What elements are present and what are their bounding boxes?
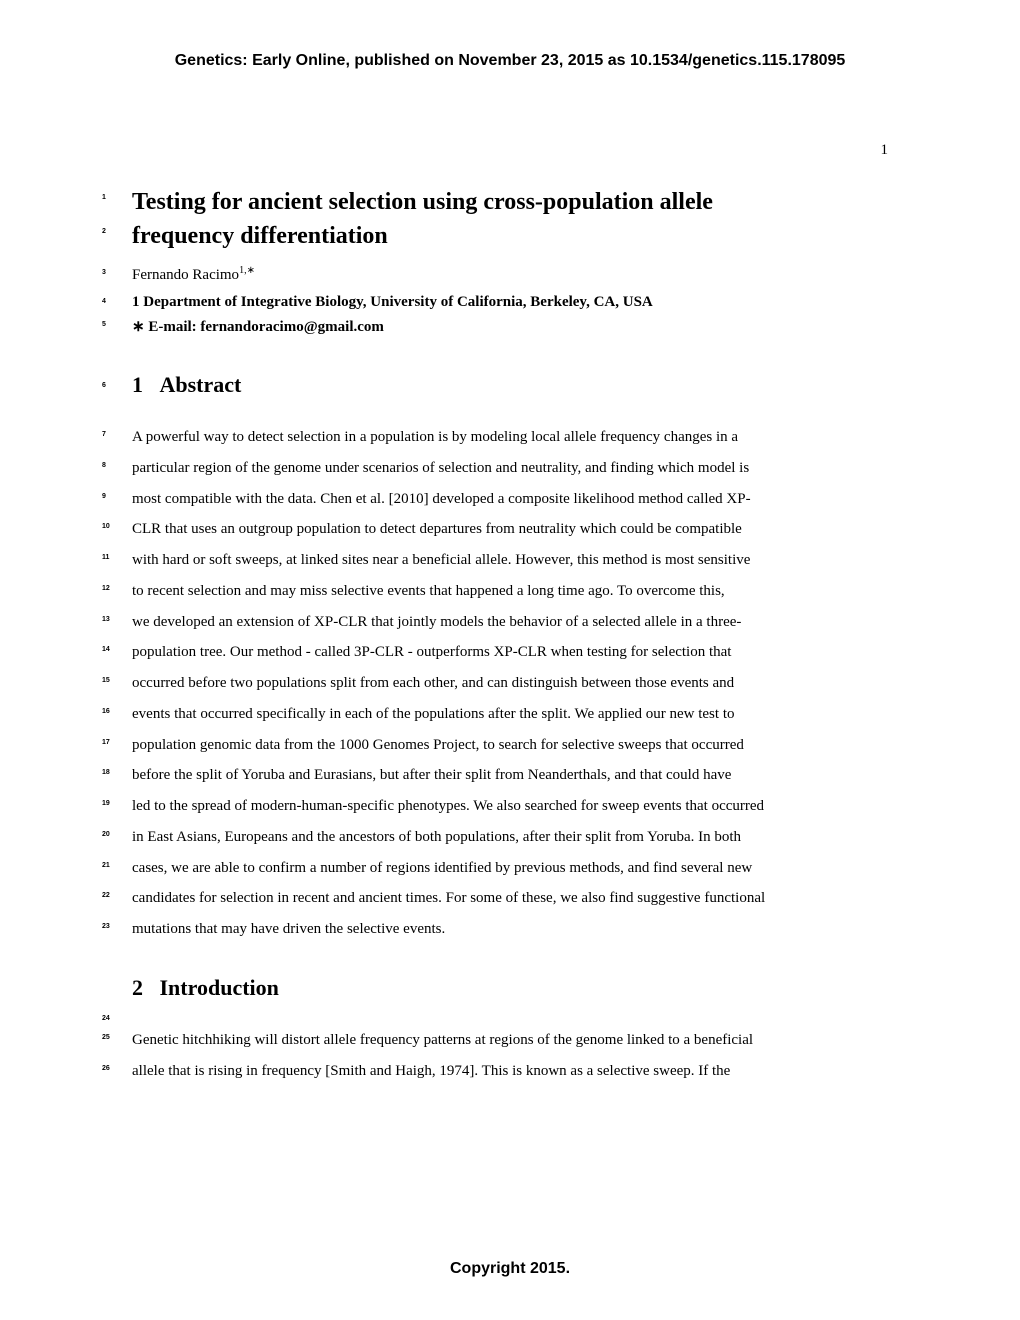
abstract-line: particular region of the genome under sc… (132, 460, 749, 476)
section-title: Introduction (160, 975, 279, 1000)
abstract-line: A powerful way to detect selection in a … (132, 429, 738, 445)
email: ∗ E-mail: fernandoracimo@gmail.com (132, 317, 888, 336)
author-name: Fernando Racimo (132, 267, 239, 283)
line-number: 14 (102, 643, 110, 657)
introduction-heading: 2 Introduction (132, 975, 888, 1001)
author-superscript: 1,∗ (239, 265, 255, 276)
line-number: 15 (102, 674, 110, 688)
line-number: 6 (102, 382, 106, 389)
abstract-line: occurred before two populations split fr… (132, 675, 734, 691)
abstract-line: mutations that may have driven the selec… (132, 921, 445, 937)
line-number: 1 (102, 194, 106, 201)
abstract-line: to recent selection and may miss selecti… (132, 583, 725, 599)
abstract-line: led to the spread of modern-human-specif… (132, 798, 764, 814)
line-number: 5 (102, 321, 106, 328)
abstract-line: we developed an extension of XP-CLR that… (132, 614, 741, 630)
abstract-heading: 1 Abstract (132, 372, 888, 398)
line-number: 10 (102, 520, 110, 534)
introduction-text: 25Genetic hitchhiking will distort allel… (132, 1025, 888, 1087)
line-number: 12 (102, 582, 110, 596)
line-number: 20 (102, 828, 110, 842)
abstract-line: most compatible with the data. Chen et a… (132, 491, 751, 507)
line-number: 19 (102, 797, 110, 811)
line-number: 8 (102, 459, 106, 473)
line-number: 18 (102, 766, 110, 780)
abstract-line: candidates for selection in recent and a… (132, 890, 765, 906)
section-title: Abstract (160, 372, 242, 397)
line-number: 9 (102, 490, 106, 504)
line-number: 21 (102, 859, 110, 873)
affiliation: 1 Department of Integrative Biology, Uni… (132, 294, 888, 311)
abstract-line: CLR that uses an outgroup population to … (132, 521, 742, 537)
line-number: 13 (102, 613, 110, 627)
line-number: 7 (102, 428, 106, 442)
abstract-line: with hard or soft sweeps, at linked site… (132, 552, 750, 568)
line-number: 2 (102, 228, 106, 235)
abstract-line: in East Asians, Europeans and the ancest… (132, 829, 741, 845)
abstract-line: population genomic data from the 1000 Ge… (132, 737, 744, 753)
abstract-line: cases, we are able to confirm a number o… (132, 860, 752, 876)
line-number: 3 (102, 269, 106, 276)
abstract-line: events that occurred specifically in eac… (132, 706, 734, 722)
line-number: 23 (102, 920, 110, 934)
page-number: 1 (881, 142, 889, 159)
abstract-line: population tree. Our method - called 3P-… (132, 644, 731, 660)
abstract-line: before the split of Yoruba and Eurasians… (132, 767, 731, 783)
journal-header: Genetics: Early Online, published on Nov… (0, 52, 1020, 70)
line-number: 16 (102, 705, 110, 719)
section-number: 1 (132, 372, 143, 397)
author-line: Fernando Racimo1,∗ (132, 265, 888, 284)
line-number: 22 (102, 889, 110, 903)
intro-line: allele that is rising in frequency [Smit… (132, 1063, 730, 1079)
abstract-text: 7A powerful way to detect selection in a… (132, 422, 888, 945)
line-number: 26 (102, 1062, 110, 1076)
line-number: 24 (102, 1015, 110, 1022)
line-number: 4 (102, 298, 106, 305)
copyright-footer: Copyright 2015. (0, 1260, 1020, 1278)
title-line-1: Testing for ancient selection using cros… (132, 189, 713, 215)
title-line-2: frequency differentiation (132, 223, 388, 249)
intro-line: Genetic hitchhiking will distort allele … (132, 1032, 753, 1048)
line-number: 17 (102, 736, 110, 750)
page-content: 1 2 Testing for ancient selection using … (132, 186, 888, 1086)
paper-title: Testing for ancient selection using cros… (132, 186, 888, 253)
section-number: 2 (132, 975, 143, 1000)
line-number: 11 (102, 551, 109, 565)
line-number: 25 (102, 1031, 110, 1045)
